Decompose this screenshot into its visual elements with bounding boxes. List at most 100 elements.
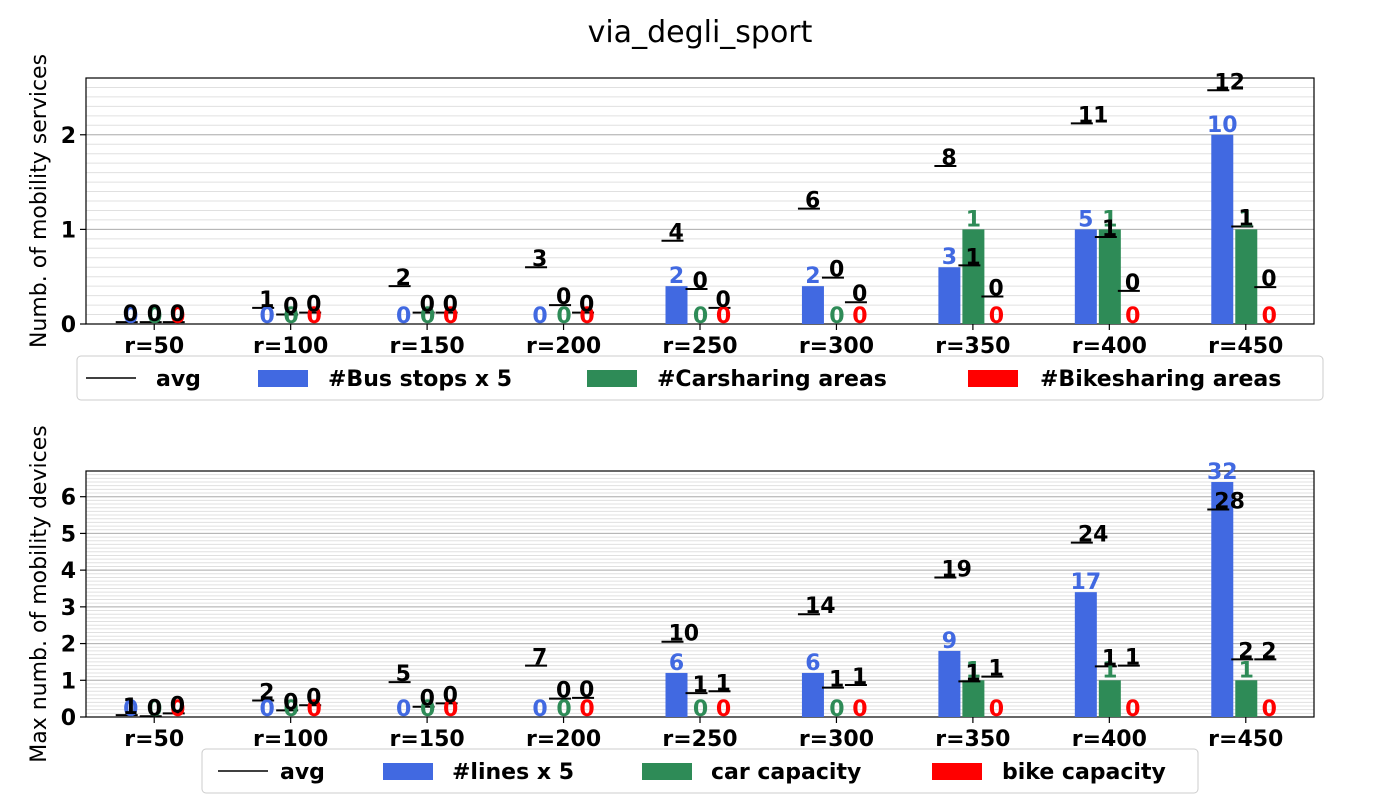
bar bbox=[1235, 680, 1258, 717]
avg-value-label: 7 bbox=[532, 646, 547, 671]
bar-value-label: 0 bbox=[532, 697, 547, 722]
chart-title: via_degli_sport bbox=[588, 15, 813, 50]
y-tick-label: 2 bbox=[61, 124, 76, 149]
bar-value-label: 1 bbox=[1239, 658, 1254, 683]
bar-value-label: 0 bbox=[170, 697, 185, 722]
bar-value-label: 3 bbox=[942, 245, 957, 270]
avg-value-label: 1 bbox=[1102, 217, 1117, 242]
avg-value-label: 0 bbox=[852, 282, 867, 307]
legend-swatch bbox=[258, 370, 308, 387]
avg-value-label: 0 bbox=[306, 685, 321, 710]
bar-value-label: 0 bbox=[420, 304, 435, 329]
bar-value-label: 0 bbox=[443, 304, 458, 329]
legend-swatch bbox=[642, 763, 692, 780]
x-tick-label: r=200 bbox=[526, 334, 601, 359]
legend-avg-label: avg bbox=[156, 367, 201, 392]
bar bbox=[962, 680, 985, 717]
avg-value-label: 1 bbox=[259, 288, 274, 313]
bar bbox=[1098, 229, 1121, 324]
avg-value-label: 6 bbox=[805, 189, 820, 214]
avg-value-label: 0 bbox=[579, 678, 594, 703]
bar-value-label: 17 bbox=[1071, 570, 1102, 595]
bar-value-label: 0 bbox=[307, 697, 322, 722]
bar-value-label: 0 bbox=[260, 304, 275, 329]
bar-value-label: 0 bbox=[716, 697, 731, 722]
bar-value-label: 0 bbox=[989, 304, 1004, 329]
x-tick-label: r=150 bbox=[390, 334, 465, 359]
bar-value-label: 0 bbox=[556, 697, 571, 722]
avg-value-label: 0 bbox=[988, 277, 1003, 302]
bar-value-label: 6 bbox=[669, 651, 684, 676]
x-tick-label: r=150 bbox=[390, 727, 465, 752]
bar-value-label: 5 bbox=[1078, 207, 1093, 232]
bar-value-label: 1 bbox=[966, 658, 981, 683]
x-tick-label: r=350 bbox=[935, 334, 1010, 359]
x-tick-label: r=350 bbox=[935, 727, 1010, 752]
legend-label: #Carsharing areas bbox=[657, 367, 887, 392]
x-tick-label: r=400 bbox=[1072, 334, 1147, 359]
y-axis-label: Max numb. of mobility devices bbox=[27, 425, 52, 763]
avg-value-label: 0 bbox=[443, 683, 458, 708]
x-tick-label: r=300 bbox=[799, 727, 874, 752]
legend-frame bbox=[201, 748, 1199, 794]
avg-value-label: 14 bbox=[805, 594, 836, 619]
y-axis-label: Numb. of mobility services bbox=[27, 54, 52, 348]
x-tick-label: r=300 bbox=[799, 334, 874, 359]
bar-value-label: 0 bbox=[1125, 697, 1140, 722]
bar-value-label: 0 bbox=[1262, 304, 1277, 329]
avg-value-label: 28 bbox=[1214, 490, 1245, 515]
y-tick-label: 2 bbox=[61, 633, 76, 658]
bar-value-label: 6 bbox=[805, 651, 820, 676]
bar-value-label: 0 bbox=[989, 697, 1004, 722]
bar bbox=[962, 229, 985, 324]
bar-value-label: 0 bbox=[693, 304, 708, 329]
legend-swatch bbox=[932, 763, 982, 780]
bar-value-label: 0 bbox=[829, 304, 844, 329]
bar-value-label: 0 bbox=[443, 697, 458, 722]
bar-value-label: 0 bbox=[123, 697, 138, 722]
legend-swatch bbox=[968, 370, 1018, 387]
bar bbox=[1235, 229, 1258, 324]
y-tick-label: 5 bbox=[61, 522, 76, 547]
legend-label: #Bikesharing areas bbox=[1040, 367, 1281, 392]
bar bbox=[938, 650, 961, 717]
avg-value-label: 0 bbox=[556, 285, 571, 310]
avg-value-label: 2 bbox=[1238, 639, 1253, 664]
y-tick-label: 6 bbox=[61, 486, 76, 511]
legend: avg #lines x 5 car capacity bike capacity bbox=[201, 748, 1199, 794]
avg-value-label: 2 bbox=[396, 266, 411, 291]
bar bbox=[801, 672, 824, 717]
bar-value-label: 0 bbox=[579, 697, 594, 722]
bar bbox=[1074, 229, 1097, 324]
avg-value-label: 0 bbox=[123, 302, 138, 327]
avg-value-label: 0 bbox=[170, 302, 185, 327]
bar-value-label: 1 bbox=[966, 207, 981, 232]
y-tick-label: 0 bbox=[61, 706, 76, 731]
x-tick-label: r=250 bbox=[662, 727, 737, 752]
bar-value-label: 1 bbox=[1102, 207, 1117, 232]
bar-value-label: 0 bbox=[852, 697, 867, 722]
legend-label: bike capacity bbox=[1002, 760, 1166, 785]
avg-value-label: 12 bbox=[1214, 70, 1245, 95]
avg-value-label: 1 bbox=[965, 245, 980, 270]
bar bbox=[1098, 680, 1121, 717]
bar-value-label: 0 bbox=[396, 697, 411, 722]
bar-value-label: 0 bbox=[579, 304, 594, 329]
bar-value-label: 1 bbox=[1102, 658, 1117, 683]
bar-value-label: 0 bbox=[829, 697, 844, 722]
avg-value-label: 0 bbox=[147, 696, 162, 721]
bar-value-label: 10 bbox=[1207, 113, 1238, 138]
legend-swatch bbox=[383, 763, 433, 780]
bar-value-label: 1 bbox=[1239, 207, 1254, 232]
avg-value-label: 10 bbox=[669, 622, 700, 647]
bar-value-label: 0 bbox=[1125, 304, 1140, 329]
bar-value-label: 0 bbox=[420, 697, 435, 722]
avg-value-label: 0 bbox=[1125, 271, 1140, 296]
legend-frame bbox=[76, 355, 1324, 401]
avg-value-label: 0 bbox=[420, 687, 435, 712]
legend-avg-label: avg bbox=[280, 760, 325, 785]
avg-value-label: 1 bbox=[693, 673, 708, 698]
x-tick-label: r=100 bbox=[253, 334, 328, 359]
x-tick-label: r=450 bbox=[1208, 727, 1283, 752]
bar bbox=[938, 267, 961, 324]
